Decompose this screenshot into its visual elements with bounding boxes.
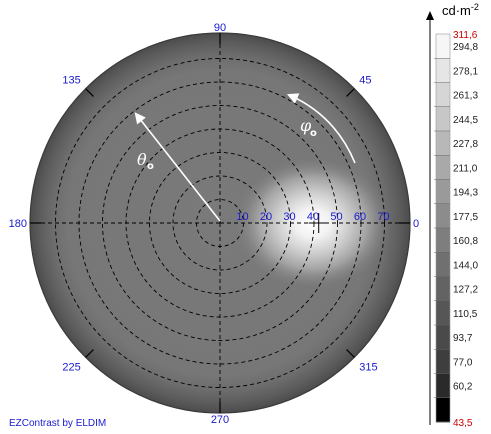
theta-symbol: θ <box>137 150 147 169</box>
theta-arrow <box>134 112 221 222</box>
colorbar-swatch <box>436 276 450 302</box>
colorbar-swatch <box>436 131 450 156</box>
credit-text: EZContrast by ELDIM <box>9 418 106 429</box>
radial-label-30: 30 <box>283 211 295 223</box>
colorbar-tick-label: 261,3 <box>453 91 478 102</box>
colorbar-tick-label: 278,1 <box>453 66 478 77</box>
colorbar-tick-label: 211,0 <box>453 163 478 174</box>
colorbar-tick-label: 177,5 <box>453 212 478 223</box>
colorbar: cd·m-2 294,8 278,1 261,3 244,5 227,8 211,0 194… <box>426 2 479 429</box>
angle-label-45: 45 <box>359 75 371 87</box>
colorbar-swatch <box>436 228 450 253</box>
colorbar-axis-arrow <box>426 11 434 20</box>
angle-label-135: 135 <box>62 75 80 87</box>
colorbar-swatch <box>436 82 450 108</box>
colorbar-swatch <box>436 349 450 374</box>
colorbar-swatch <box>436 300 450 326</box>
angle-label-315: 315 <box>359 361 377 373</box>
colorbar-tick-label: 160,8 <box>453 236 478 247</box>
colorbar-tick-label: 93,7 <box>453 333 473 344</box>
colorbar-unit: cd·m-2 <box>442 2 479 18</box>
theta-subscript: o <box>147 161 154 172</box>
colorbar-swatch <box>436 106 450 132</box>
colorbar-tick-label: 194,3 <box>453 188 478 199</box>
colorbar-swatch <box>436 373 450 399</box>
angle-label-225: 225 <box>62 361 80 373</box>
edge-tick-45 <box>346 88 355 97</box>
radial-label-60: 60 <box>354 211 366 223</box>
edge-tick-135 <box>85 88 94 97</box>
colorbar-swatch <box>436 179 450 205</box>
colorbar-swatch <box>436 252 450 277</box>
colorbar-tick-label: 110,5 <box>453 309 478 320</box>
angle-labels: 90 45 135 180 225 270 315 0 <box>9 22 419 426</box>
colorbar-swatch <box>436 325 450 350</box>
colorbar-tick-label: 144,0 <box>453 260 478 271</box>
angle-label-180: 180 <box>9 218 27 230</box>
colorbar-tick-label: 77,0 <box>453 357 473 368</box>
colorbar-swatch <box>436 397 450 423</box>
phi-subscript: o <box>310 128 317 139</box>
edge-tick-225 <box>85 349 94 358</box>
angle-label-90: 90 <box>214 22 226 34</box>
radial-label-70: 70 <box>377 211 389 223</box>
colorbar-tick-label: 294,8 <box>453 42 478 53</box>
radial-label-40: 40 <box>307 211 319 223</box>
radial-label-50: 50 <box>330 211 342 223</box>
colorbar-tick-label: 127,2 <box>453 285 478 296</box>
phi-arrow <box>286 93 356 164</box>
colorbar-tick-label: 227,8 <box>453 139 478 150</box>
colorbar-min-label: 43,5 <box>453 418 473 429</box>
colorbar-swatch <box>436 155 450 180</box>
colorbar-ticks: 294,8 278,1 261,3 244,5 227,8 211,0 194,3 177,5… <box>434 42 478 398</box>
colorbar-swatch <box>436 58 450 83</box>
radial-labels: 10 20 30 40 50 60 70 <box>236 211 389 223</box>
colorbar-swatches <box>435 33 451 423</box>
phi-symbol: φ <box>300 116 312 135</box>
angle-label-270: 270 <box>211 414 229 426</box>
grid-circle-20 <box>172 175 268 271</box>
colorbar-tick-label: 60,2 <box>453 382 473 393</box>
symbol-annotations: θ o φ o <box>134 93 356 222</box>
colorbar-max-label: 311,6 <box>453 30 478 41</box>
angle-label-0: 0 <box>413 218 419 230</box>
colorbar-tick-label: 244,5 <box>453 115 478 126</box>
colorbar-swatch <box>436 203 450 229</box>
colorbar-swatch <box>436 34 450 59</box>
radial-label-10: 10 <box>236 211 248 223</box>
edge-tick-315 <box>346 349 355 358</box>
angle-spokes <box>30 33 410 413</box>
radial-label-20: 20 <box>260 211 272 223</box>
grid-circle-50 <box>102 105 338 341</box>
